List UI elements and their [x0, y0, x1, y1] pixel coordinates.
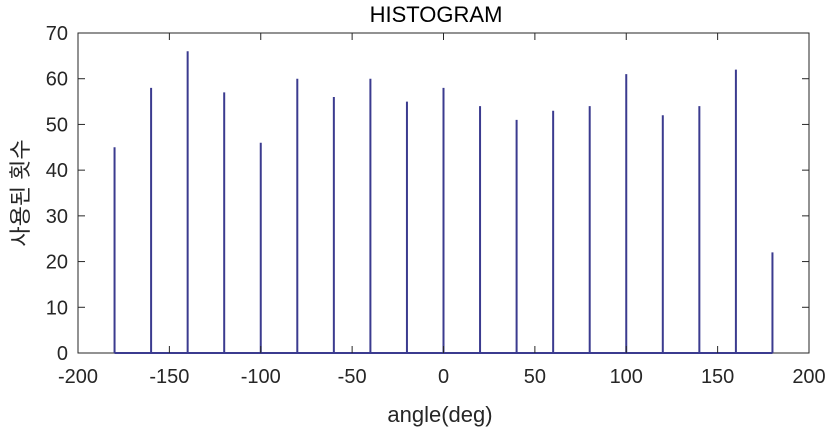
y-tick-label: 70: [46, 23, 68, 45]
y-axis: 0 10 20 30 40 50 60 70: [46, 23, 809, 365]
x-axis-label: angle(deg): [387, 402, 492, 427]
y-axis-label: 사용된 횟수: [8, 139, 33, 246]
x-tick-label: 100: [610, 366, 643, 388]
x-tick-label: 150: [701, 366, 734, 388]
y-tick-label: 0: [57, 343, 68, 365]
bars-group: [113, 51, 774, 353]
y-tick-label: 20: [46, 252, 68, 274]
x-tick-label: 50: [524, 366, 546, 388]
x-tick-label: 200: [792, 366, 825, 388]
x-tick-label: -50: [338, 366, 367, 388]
chart-title: HISTOGRAM: [370, 2, 503, 27]
y-tick-label: 30: [46, 206, 68, 228]
x-tick-label: 0: [438, 366, 449, 388]
x-axis: -200 -150 -100 -50 0 50 100 150 200: [58, 33, 826, 388]
x-tick-label: -200: [58, 366, 98, 388]
y-tick-label: 40: [46, 160, 68, 182]
x-tick-label: -150: [149, 366, 189, 388]
y-tick-label: 60: [46, 69, 68, 91]
y-tick-label: 10: [46, 297, 68, 319]
x-tick-label: -100: [241, 366, 281, 388]
y-tick-label: 50: [46, 114, 68, 136]
